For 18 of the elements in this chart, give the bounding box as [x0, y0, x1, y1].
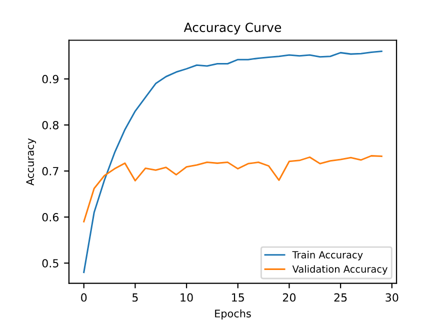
- chart-title: Accuracy Curve: [184, 22, 282, 35]
- x-tick-label: 20: [282, 293, 296, 302]
- x-tick-label: 5: [132, 293, 138, 302]
- y-axis-title: Accuracy: [26, 138, 36, 186]
- x-tick-label: 25: [334, 293, 347, 302]
- y-tick-label: 0.7: [42, 166, 58, 176]
- legend-label: Train Accuracy: [292, 250, 363, 260]
- x-tick-label: 30: [386, 293, 398, 302]
- x-tick-label: 0: [81, 293, 87, 302]
- x-axis-title: Epochs: [215, 309, 251, 320]
- x-tick-label: 15: [232, 293, 244, 302]
- y-tick-label: 0.9: [42, 74, 58, 84]
- y-tick-label: 0.8: [42, 120, 58, 130]
- y-tick-label: 0.5: [42, 259, 58, 268]
- x-tick-label: 10: [180, 293, 193, 302]
- y-tick-label: 0.6: [42, 213, 59, 222]
- line-series: [83, 155, 382, 222]
- legend-label: Validation Accuracy: [292, 265, 388, 275]
